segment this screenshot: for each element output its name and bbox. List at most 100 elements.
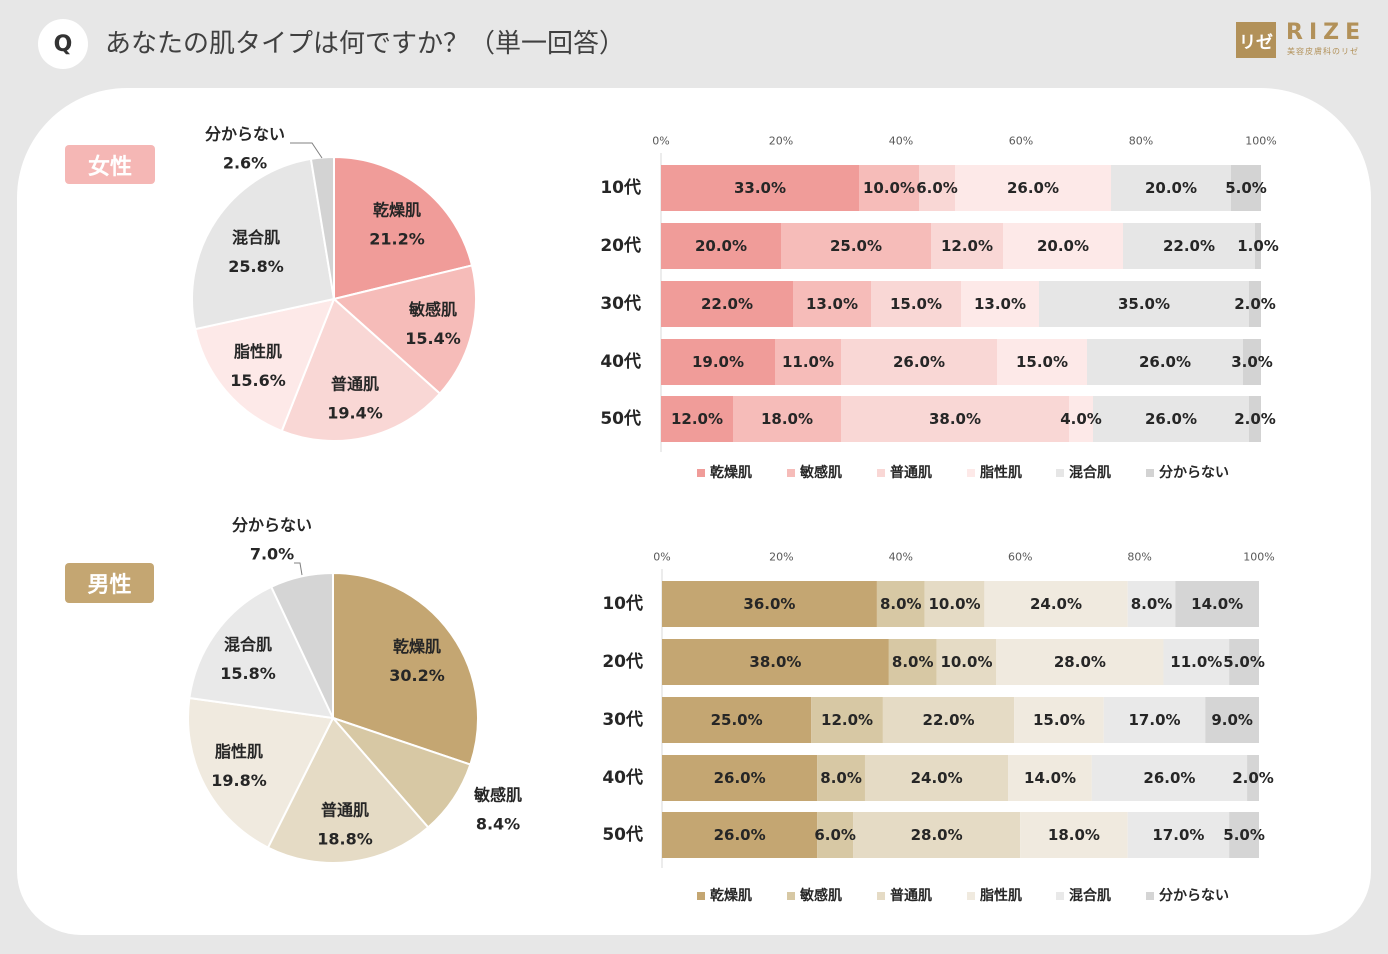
bar-value-label: 28.0% <box>911 826 963 844</box>
bar-value-label: 13.0% <box>974 295 1026 313</box>
bar-value-label: 15.0% <box>1016 353 1068 371</box>
bar-value-label: 12.0% <box>821 711 873 729</box>
bar-segment <box>662 755 818 801</box>
bar-value-label: 2.0% <box>1234 295 1276 313</box>
bar-segment <box>1229 812 1259 858</box>
legend-swatch <box>697 892 705 900</box>
bar-value-label: 5.0% <box>1223 653 1265 671</box>
x-tick-label: 100% <box>1245 135 1276 148</box>
bar-segment <box>1008 755 1092 801</box>
legend-label: 脂性肌 <box>979 887 1022 904</box>
bar-value-label: 11.0% <box>1170 653 1222 671</box>
female-section-badge: 女性 <box>65 145 155 184</box>
bar-value-label: 28.0% <box>1054 653 1106 671</box>
bar-segment <box>781 223 931 269</box>
pie-slice <box>333 155 474 301</box>
legend-label: 混合肌 <box>1069 464 1111 481</box>
pie-slice-value-label: 8.4% <box>476 815 520 834</box>
pie-slice <box>269 571 334 719</box>
pie-slice-value-label: 2.6% <box>223 154 267 173</box>
bar-value-label: 24.0% <box>1030 595 1082 613</box>
x-tick-label: 20% <box>769 551 793 564</box>
legend-swatch <box>787 892 795 900</box>
pie-slice-category-label: 脂性肌 <box>234 342 282 361</box>
legend-label: 普通肌 <box>890 464 932 481</box>
x-tick-label: 0% <box>652 135 669 148</box>
bar-segment <box>662 812 818 858</box>
pie-slice-category-label: 分からない <box>232 516 312 535</box>
logo-tagline: 美容皮膚科のリゼ <box>1287 47 1359 56</box>
bar-value-label: 22.0% <box>923 711 975 729</box>
bar-segment <box>1163 639 1230 685</box>
pie-slice <box>188 585 335 720</box>
bar-value-label: 26.0% <box>1139 353 1191 371</box>
bar-segment <box>1020 812 1128 858</box>
bar-value-label: 14.0% <box>1024 769 1076 787</box>
bar-segment <box>1103 697 1206 743</box>
bar-segment <box>853 812 1021 858</box>
age-group-label: 40代 <box>600 351 641 372</box>
pie-slice <box>194 297 336 433</box>
bar-segment <box>961 281 1039 327</box>
page-title: あなたの肌タイプは何ですか？（単一回答） <box>105 29 626 59</box>
bar-segment <box>661 223 781 269</box>
logo-name: RIZE <box>1286 20 1367 45</box>
x-tick-label: 80% <box>1129 135 1153 148</box>
legend-swatch <box>967 892 975 900</box>
pie-slice-value-label: 15.8% <box>220 664 276 683</box>
bar-value-label: 17.0% <box>1152 826 1204 844</box>
bar-segment <box>793 281 871 327</box>
bar-value-label: 26.0% <box>1145 410 1197 428</box>
pie-slice-category-label: 敏感肌 <box>408 300 457 319</box>
legend-swatch <box>1146 892 1154 900</box>
bar-segment <box>888 639 937 685</box>
pie-slice <box>332 571 479 766</box>
age-group-label: 30代 <box>600 293 641 314</box>
legend-label: 敏感肌 <box>799 887 842 904</box>
pie-slice-category-label: 普通肌 <box>321 801 369 820</box>
pie-leader-line <box>290 142 323 159</box>
bar-value-label: 12.0% <box>671 410 723 428</box>
logo-mark: リゼ <box>1236 22 1276 58</box>
pie-slice <box>191 157 336 331</box>
bar-segment <box>1255 223 1261 269</box>
bar-segment <box>1069 396 1093 442</box>
bar-value-label: 4.0% <box>1060 410 1102 428</box>
bar-segment <box>1093 396 1249 442</box>
legend-label: 混合肌 <box>1069 887 1111 904</box>
age-group-label: 10代 <box>602 593 643 614</box>
bar-value-label: 15.0% <box>1033 711 1085 729</box>
bar-segment <box>1127 812 1230 858</box>
bar-value-label: 10.0% <box>940 653 992 671</box>
bar-segment <box>1127 581 1176 627</box>
pie-slice-category-label: 敏感肌 <box>473 786 522 805</box>
bar-value-label: 11.0% <box>782 353 834 371</box>
bar-segment <box>661 165 859 211</box>
bar-value-label: 25.0% <box>711 711 763 729</box>
x-tick-label: 60% <box>1008 551 1032 564</box>
bar-value-label: 8.0% <box>1131 595 1173 613</box>
pie-slice-value-label: 7.0% <box>250 545 294 564</box>
bar-segment <box>997 339 1087 385</box>
bar-segment <box>1243 339 1261 385</box>
bar-segment <box>841 396 1069 442</box>
bar-value-label: 10.0% <box>929 595 981 613</box>
legend-swatch <box>1056 892 1064 900</box>
bar-segment <box>955 165 1111 211</box>
bar-value-label: 18.0% <box>1048 826 1100 844</box>
bar-value-label: 8.0% <box>892 653 934 671</box>
bar-value-label: 9.0% <box>1211 711 1253 729</box>
bar-value-label: 26.0% <box>714 769 766 787</box>
bar-segment <box>936 639 997 685</box>
bar-segment <box>1249 396 1261 442</box>
bar-value-label: 8.0% <box>880 595 922 613</box>
legend-label: 脂性肌 <box>979 464 1022 481</box>
bar-value-label: 20.0% <box>1145 179 1197 197</box>
bar-segment <box>662 639 889 685</box>
pie-slice <box>186 696 335 849</box>
bar-segment <box>1205 697 1259 743</box>
bar-value-label: 26.0% <box>893 353 945 371</box>
legend-label: 敏感肌 <box>799 464 842 481</box>
legend-swatch <box>877 469 885 477</box>
